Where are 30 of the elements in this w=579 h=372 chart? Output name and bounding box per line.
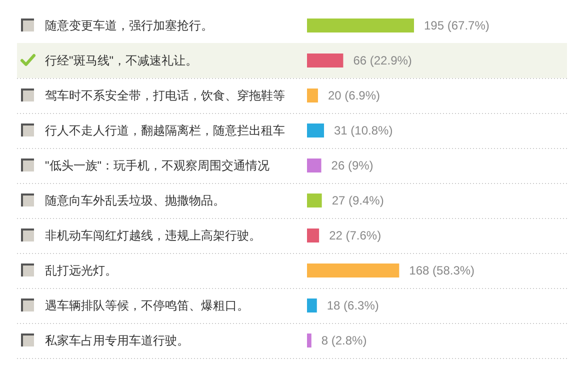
bar: [307, 334, 312, 348]
y-tick-label: 驾车时不系安全带，打电话，饮食、穿拖鞋等: [45, 88, 285, 103]
data-label: 22 (7.6%): [329, 228, 382, 243]
bar: [307, 228, 320, 242]
bar: [307, 18, 414, 32]
bar: [307, 264, 400, 278]
y-tick-label: "低头一族"：玩手机，不观察周围交通情况: [45, 158, 270, 173]
y-tick-label: 非机动车闯红灯越线，违规上高架行驶。: [45, 228, 261, 243]
bar: [307, 54, 344, 68]
data-label: 168 (58.3%): [409, 264, 475, 278]
y-tick-label: 遇车辆排队等候，不停鸣笛、爆粗口。: [45, 298, 249, 313]
bar: [307, 298, 317, 312]
y-tick-label: 行经"斑马线"，不减速礼让。: [45, 54, 198, 68]
bar: [307, 88, 318, 102]
y-tick-label: 乱打远光灯。: [45, 264, 117, 278]
y-tick-label: 行人不走人行道，翻越隔离栏，随意拦出租车: [45, 124, 285, 138]
data-label: 31 (10.8%): [334, 124, 393, 138]
data-label: 18 (6.3%): [326, 298, 379, 313]
data-label: 27 (9.4%): [332, 194, 384, 208]
y-tick-label: 随意向车外乱丢垃圾、抛撒物品。: [45, 194, 225, 208]
data-label: 8 (2.8%): [321, 334, 367, 348]
data-label: 20 (6.9%): [328, 88, 380, 103]
data-label: 66 (22.9%): [353, 54, 412, 68]
bar: [307, 194, 322, 208]
bar: [307, 158, 322, 172]
bar: [307, 124, 324, 138]
data-label: 26 (9%): [331, 158, 374, 173]
y-tick-label: 私家车占用专用车道行驶。: [45, 334, 189, 348]
data-label: 195 (67.7%): [424, 18, 490, 33]
y-tick-label: 随意变更车道，强行加塞抢行。: [45, 18, 213, 33]
